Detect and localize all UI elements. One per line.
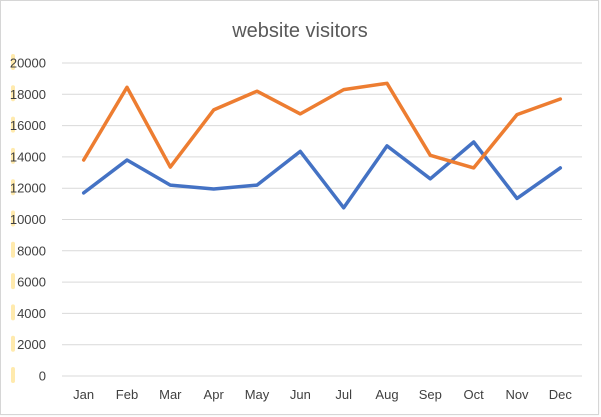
x-tick-label: Jan bbox=[73, 387, 94, 402]
series-line-2 bbox=[81, 81, 563, 170]
y-axis-ticks: 0 2000 4000 6000 8000 10000 12000 14000 16000 180… bbox=[10, 56, 46, 384]
x-tick-label: Feb bbox=[116, 387, 138, 402]
x-tick-label: Jun bbox=[290, 387, 311, 402]
y-tick-label: 18000 bbox=[10, 87, 46, 102]
series-line-1 bbox=[81, 140, 563, 210]
chart-title: website visitors bbox=[231, 20, 368, 42]
x-tick-label: Mar bbox=[159, 387, 182, 402]
series-lines bbox=[81, 81, 563, 210]
y-tick-label: 14000 bbox=[10, 149, 46, 164]
x-axis-ticks: Jan Feb Mar Apr May Jun Jul Aug Sep Oct Nov Dec bbox=[73, 387, 572, 402]
x-tick-label: Jul bbox=[335, 387, 352, 402]
y-tick-label: 10000 bbox=[10, 212, 46, 227]
y-tick-label: 12000 bbox=[10, 181, 46, 196]
x-tick-label: Apr bbox=[204, 387, 225, 402]
y-tick-label: 16000 bbox=[10, 118, 46, 133]
y-tick-label: 2000 bbox=[17, 337, 46, 352]
y-tick-label: 4000 bbox=[17, 306, 46, 321]
y-tick-label: 6000 bbox=[17, 275, 46, 290]
y-tick-label: 0 bbox=[39, 369, 46, 384]
x-tick-label: Aug bbox=[375, 387, 398, 402]
x-tick-label: Nov bbox=[505, 387, 529, 402]
x-tick-label: Sep bbox=[419, 387, 442, 402]
x-tick-label: Dec bbox=[549, 387, 573, 402]
y-tick-label: 20000 bbox=[10, 56, 46, 71]
x-tick-label: May bbox=[245, 387, 270, 402]
y-tick-label: 8000 bbox=[17, 243, 46, 258]
x-tick-label: Oct bbox=[464, 387, 485, 402]
